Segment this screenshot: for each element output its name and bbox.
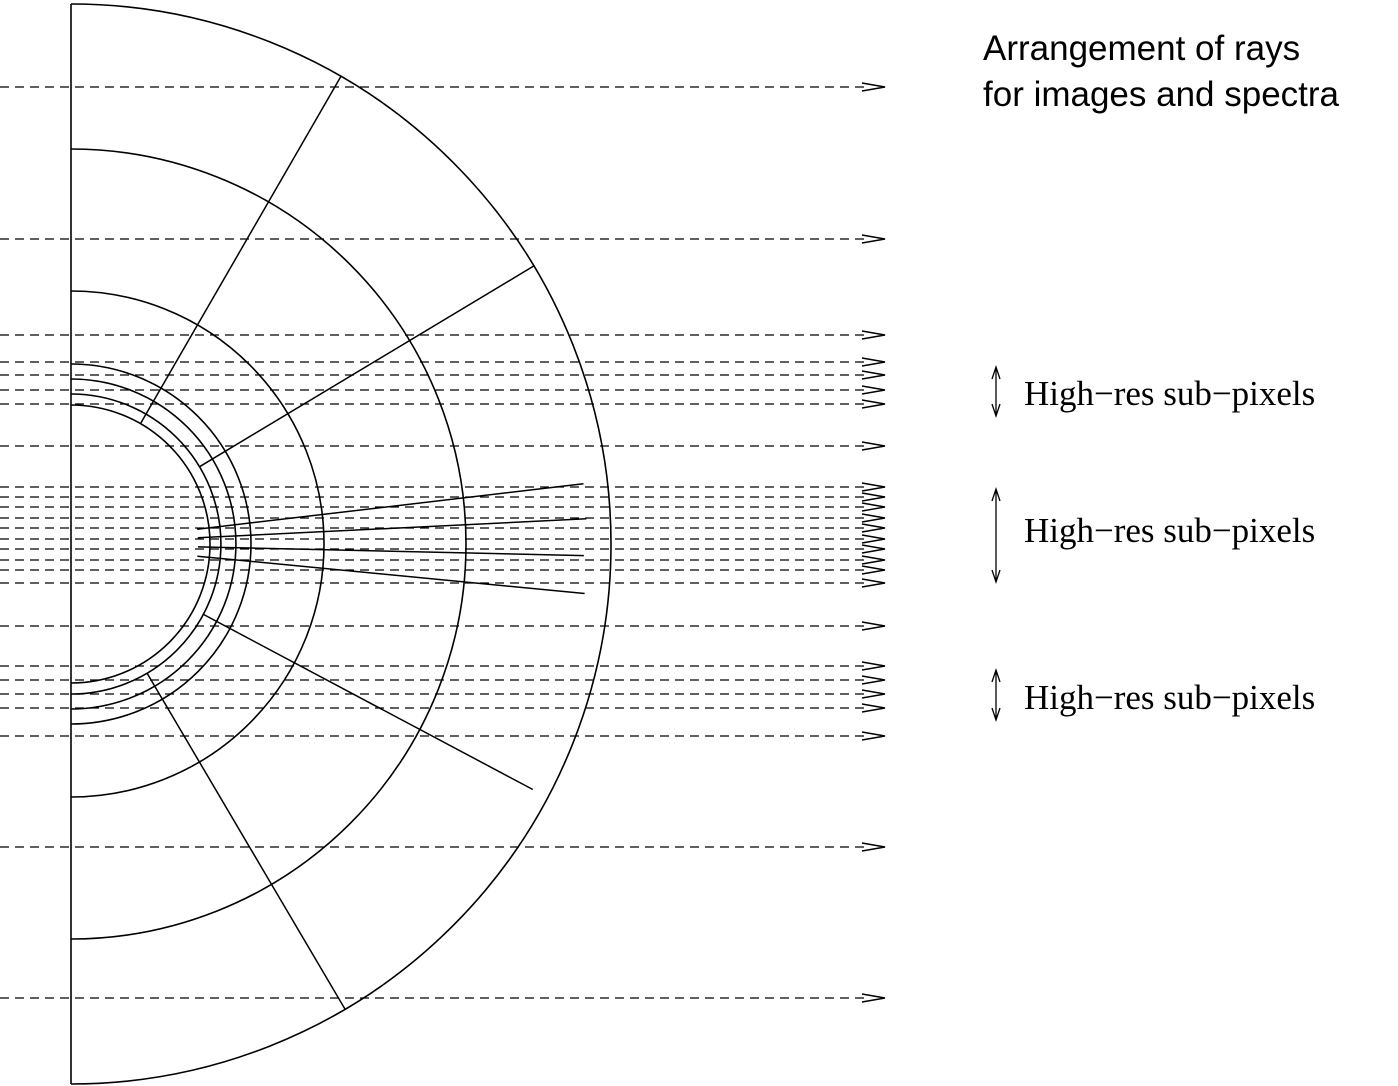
ray-arrowhead-13 — [861, 523, 886, 533]
double-arrow-icon-2 — [991, 486, 1001, 585]
ray-arrowhead-19 — [861, 621, 886, 631]
ray-arrowhead-15 — [861, 544, 886, 554]
radial-line-5 — [197, 546, 584, 557]
ray-arrowhead-9 — [861, 482, 886, 492]
radial-line-6 — [197, 555, 585, 595]
ray-arrowhead-23 — [861, 703, 886, 713]
shell-arc-6 — [70, 393, 222, 695]
radial-line-2 — [199, 265, 535, 468]
radial-line-8 — [146, 672, 346, 1010]
annotation-label-3: High−res sub−pixels — [1024, 678, 1315, 717]
ray-arrowhead-14 — [861, 534, 886, 544]
ray-arrowhead-5 — [861, 370, 886, 380]
ray-arrowhead-22 — [861, 689, 886, 699]
annotation-label-2: High−res sub−pixels — [1024, 511, 1315, 550]
annotations — [991, 364, 1001, 723]
ray-arrowhead-16 — [861, 555, 886, 565]
ray-lines — [0, 82, 886, 1003]
double-arrow-icon-1 — [991, 364, 1001, 419]
title-line-1: Arrangement of rays — [983, 29, 1300, 68]
ray-arrowhead-10 — [861, 492, 886, 502]
ray-arrowhead-1 — [861, 82, 886, 92]
ray-arrowhead-2 — [861, 234, 886, 244]
title-line-2: for images and spectra — [983, 75, 1340, 114]
ray-arrowhead-3 — [861, 330, 886, 340]
shell-arc-1 — [70, 3, 612, 1085]
ray-arrowhead-25 — [861, 842, 886, 852]
ray-arrowhead-12 — [861, 513, 886, 523]
shell-arc-2 — [70, 148, 467, 940]
ray-arrowhead-26 — [861, 993, 886, 1003]
grid-structure — [70, 3, 612, 1085]
ray-arrowhead-17 — [861, 565, 886, 575]
ray-arrowhead-11 — [861, 502, 886, 512]
ray-arrowhead-18 — [861, 578, 886, 588]
annotation-label-1: High−res sub−pixels — [1024, 374, 1315, 413]
double-arrow-icon-3 — [991, 667, 1001, 723]
ray-arrowhead-21 — [861, 675, 886, 685]
ray-arrowhead-4 — [861, 357, 886, 367]
shell-arc-7 — [70, 404, 211, 684]
ray-arrowhead-8 — [861, 441, 886, 451]
ray-arrowhead-6 — [861, 385, 886, 395]
shell-arc-3 — [70, 290, 325, 798]
ray-arrowhead-20 — [861, 661, 886, 671]
radial-line-1 — [139, 75, 342, 424]
shell-arc-5 — [70, 378, 237, 710]
shell-arc-4 — [70, 363, 252, 725]
ray-arrowhead-24 — [861, 731, 886, 741]
radial-line-7 — [203, 613, 534, 791]
ray-arrowhead-7 — [861, 399, 886, 409]
